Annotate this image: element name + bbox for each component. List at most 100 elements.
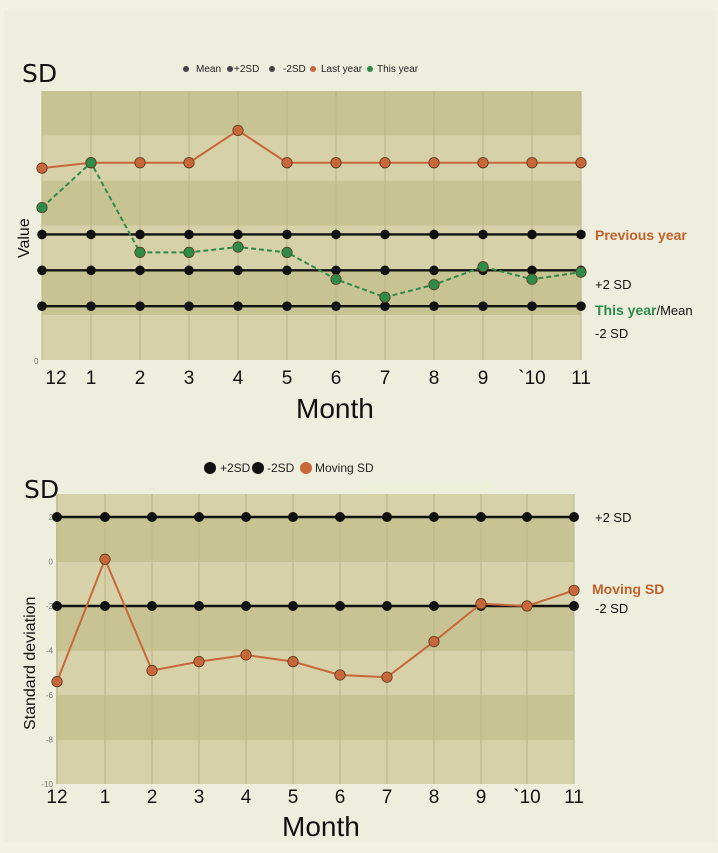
data-point bbox=[331, 274, 341, 284]
data-point bbox=[382, 512, 392, 522]
data-point bbox=[569, 512, 579, 522]
legend-marker bbox=[252, 462, 264, 474]
y-tick-label: -8 bbox=[46, 736, 54, 745]
data-point bbox=[37, 266, 47, 276]
data-point bbox=[576, 267, 586, 277]
plot-band bbox=[42, 270, 581, 315]
data-point bbox=[233, 301, 243, 311]
legend-marker bbox=[269, 66, 275, 72]
legend-label: -2SD bbox=[283, 64, 306, 75]
data-point bbox=[282, 158, 292, 168]
data-point bbox=[382, 672, 392, 682]
legend-label: Mean bbox=[196, 64, 221, 75]
data-point bbox=[37, 163, 47, 173]
data-point bbox=[241, 601, 251, 611]
data-point bbox=[194, 601, 204, 611]
data-point bbox=[527, 274, 537, 284]
data-point bbox=[335, 512, 345, 522]
data-point bbox=[478, 230, 488, 240]
y-tick-labels: 0 bbox=[34, 357, 39, 366]
data-point bbox=[288, 656, 298, 666]
plot-area bbox=[56, 494, 574, 784]
x-tick-label: 3 bbox=[194, 787, 205, 808]
x-tick-label: 9 bbox=[478, 368, 489, 389]
label-this-year: This year bbox=[595, 302, 657, 318]
data-point bbox=[429, 279, 439, 289]
x-axis-title: Month bbox=[282, 811, 360, 842]
data-point bbox=[241, 512, 251, 522]
data-point bbox=[522, 601, 532, 611]
legend-label: +2SD bbox=[220, 461, 251, 475]
y-axis-title: Value bbox=[16, 218, 33, 258]
data-point bbox=[184, 301, 194, 311]
plot-area bbox=[42, 91, 581, 360]
legend: Mean +2SD -2SD Last year This year bbox=[183, 64, 419, 75]
data-point bbox=[194, 512, 204, 522]
data-point bbox=[527, 230, 537, 240]
data-point bbox=[184, 266, 194, 276]
x-tick-label: 1 bbox=[86, 368, 97, 389]
data-point bbox=[37, 230, 47, 240]
x-tick-label: 3 bbox=[184, 368, 195, 389]
legend-marker bbox=[227, 66, 233, 72]
data-point bbox=[100, 554, 110, 564]
data-point bbox=[429, 266, 439, 276]
data-point bbox=[233, 242, 243, 252]
data-point bbox=[147, 601, 157, 611]
data-point bbox=[429, 230, 439, 240]
data-point bbox=[135, 158, 145, 168]
data-point bbox=[380, 158, 390, 168]
x-tick-label: 7 bbox=[380, 368, 391, 389]
data-point bbox=[282, 230, 292, 240]
data-point bbox=[527, 266, 537, 276]
data-point bbox=[382, 601, 392, 611]
data-point bbox=[380, 292, 390, 302]
x-tick-label: 4 bbox=[233, 368, 244, 389]
plot-band bbox=[56, 695, 574, 740]
data-point bbox=[478, 158, 488, 168]
data-point bbox=[429, 636, 439, 646]
data-point bbox=[331, 301, 341, 311]
data-point bbox=[429, 601, 439, 611]
y-tick-label: -6 bbox=[46, 691, 54, 700]
data-point bbox=[100, 601, 110, 611]
data-point bbox=[184, 158, 194, 168]
x-tick-label: 8 bbox=[429, 787, 440, 808]
data-point bbox=[52, 601, 62, 611]
label-mean: /Mean bbox=[656, 303, 692, 318]
data-point bbox=[429, 301, 439, 311]
label-minus-2sd: -2 SD bbox=[595, 601, 628, 616]
data-point bbox=[478, 301, 488, 311]
x-tick-label: 2 bbox=[135, 368, 146, 389]
chart-canvas: SD Mean +2SD -2SD Last year This year 12 1 2 3 4… bbox=[0, 0, 718, 853]
data-point bbox=[288, 512, 298, 522]
data-point bbox=[184, 247, 194, 257]
data-point bbox=[282, 247, 292, 257]
x-tick-label: 8 bbox=[429, 368, 440, 389]
y-tick-label: -4 bbox=[46, 647, 54, 656]
legend-label: This year bbox=[377, 64, 419, 75]
data-point bbox=[147, 665, 157, 675]
data-point bbox=[135, 230, 145, 240]
data-point bbox=[86, 158, 96, 168]
data-point bbox=[569, 585, 579, 595]
x-tick-label: 5 bbox=[282, 368, 293, 389]
data-point bbox=[86, 266, 96, 276]
y-tick-label: 0 bbox=[49, 558, 54, 567]
legend-marker bbox=[310, 66, 316, 72]
data-point bbox=[147, 512, 157, 522]
y-tick-label: 2 bbox=[49, 513, 54, 522]
data-point bbox=[86, 230, 96, 240]
data-point bbox=[569, 601, 579, 611]
data-point bbox=[282, 266, 292, 276]
data-point bbox=[52, 676, 62, 686]
data-point bbox=[233, 230, 243, 240]
data-point bbox=[37, 202, 47, 212]
legend-label: Last year bbox=[321, 64, 363, 75]
data-point bbox=[335, 601, 345, 611]
x-tick-label: 11 bbox=[564, 787, 584, 808]
data-point bbox=[282, 301, 292, 311]
label-minus-2sd: -2 SD bbox=[595, 326, 628, 341]
y-axis-title: Standard deviation bbox=[22, 597, 39, 730]
plot-band bbox=[56, 562, 574, 606]
